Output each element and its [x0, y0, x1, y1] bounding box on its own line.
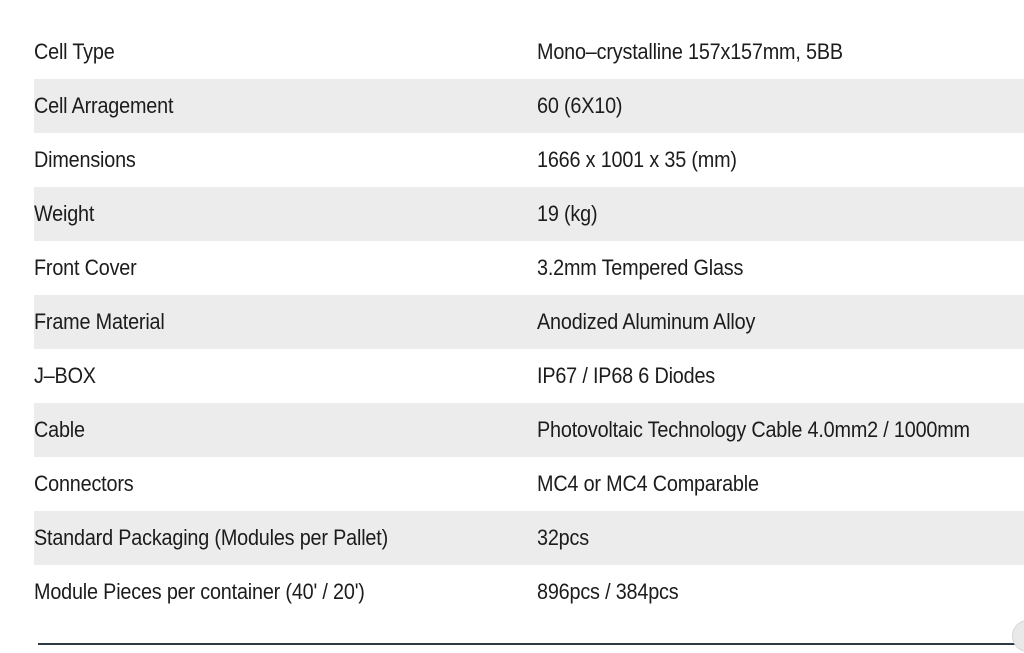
spec-row-cell-type: Cell Type Mono–crystalline 157x157mm, 5B…: [34, 25, 1024, 79]
spec-value: Photovoltaic Technology Cable 4.0mm2 / 1…: [537, 417, 970, 442]
spec-label: Cable: [34, 417, 85, 442]
spec-label: Standard Packaging (Modules per Pallet): [34, 525, 388, 550]
spec-label: Module Pieces per container (40' / 20'): [34, 579, 365, 604]
specifications-table: Cell Type Mono–crystalline 157x157mm, 5B…: [34, 25, 1024, 619]
spec-value: 1666 x 1001 x 35 (mm): [537, 147, 737, 172]
bottom-divider: [38, 643, 1016, 645]
spec-label: Frame Material: [34, 309, 165, 334]
spec-row-j-box: J–BOX IP67 / IP68 6 Diodes: [34, 349, 1024, 403]
spec-row-cable: Cable Photovoltaic Technology Cable 4.0m…: [34, 403, 1024, 457]
spec-value: 896pcs / 384pcs: [537, 579, 679, 604]
spec-row-standard-packaging: Standard Packaging (Modules per Pallet) …: [34, 511, 1024, 565]
spec-value: Anodized Aluminum Alloy: [537, 309, 756, 334]
spec-row-cell-arrangement: Cell Arragement 60 (6X10): [34, 79, 1024, 133]
spec-row-connectors: Connectors MC4 or MC4 Comparable: [34, 457, 1024, 511]
spec-row-front-cover: Front Cover 3.2mm Tempered Glass: [34, 241, 1024, 295]
spec-label: Cell Arragement: [34, 93, 174, 118]
spec-label: Connectors: [34, 471, 134, 496]
spec-label: Cell Type: [34, 39, 115, 64]
spec-value: 32pcs: [537, 525, 589, 550]
spec-value: 60 (6X10): [537, 93, 623, 118]
spec-label: Front Cover: [34, 255, 137, 280]
spec-row-module-pieces: Module Pieces per container (40' / 20') …: [34, 565, 1024, 619]
spec-label: Weight: [34, 201, 95, 226]
spec-row-frame-material: Frame Material Anodized Aluminum Alloy: [34, 295, 1024, 349]
spec-value: 3.2mm Tempered Glass: [537, 255, 744, 280]
spec-label: Dimensions: [34, 147, 136, 172]
spec-value: IP67 / IP68 6 Diodes: [537, 363, 716, 388]
scroll-to-top-button[interactable]: [1012, 620, 1024, 652]
spec-value: 19 (kg): [537, 201, 598, 226]
spec-value: Mono–crystalline 157x157mm, 5BB: [537, 39, 843, 64]
spec-label: J–BOX: [34, 363, 96, 388]
spec-row-weight: Weight 19 (kg): [34, 187, 1024, 241]
spec-value: MC4 or MC4 Comparable: [537, 471, 759, 496]
spec-row-dimensions: Dimensions 1666 x 1001 x 35 (mm): [34, 133, 1024, 187]
